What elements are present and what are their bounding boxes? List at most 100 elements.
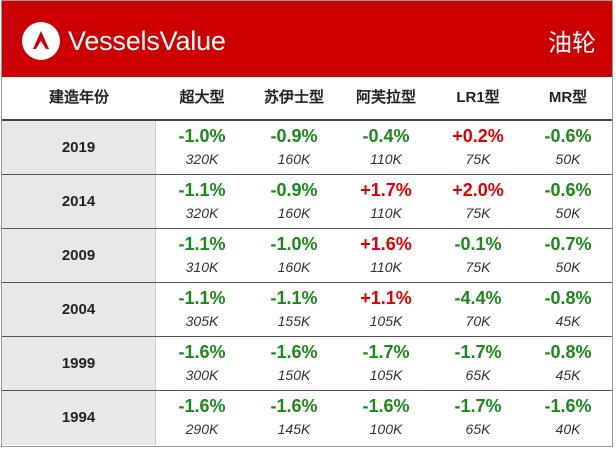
value-cell: -1.7% 65K: [432, 337, 524, 390]
percent-change: -1.6%: [362, 396, 410, 416]
percent-change: -0.4%: [362, 126, 410, 146]
value-cell: -1.7% 105K: [340, 337, 432, 390]
value-price: 300K: [185, 367, 219, 383]
value-price: 150K: [277, 367, 311, 383]
value-cell: -0.8% 45K: [522, 337, 612, 390]
header-lr1: LR1型: [456, 89, 500, 106]
value-cell: -1.6% 100K: [340, 391, 432, 445]
build-year-cell: 2004: [2, 283, 156, 336]
value-price: 65K: [465, 367, 491, 383]
value-price: 305K: [185, 313, 219, 329]
table-header-row: 建造年份 超大型 苏伊士型 阿芙拉型 LR1型 MR型: [2, 77, 612, 121]
value-price: 45K: [555, 313, 581, 329]
percent-change: -1.0%: [178, 126, 226, 146]
percent-change: +0.2%: [452, 126, 504, 146]
value-price: 50K: [555, 259, 581, 275]
value-cell: -1.0% 160K: [248, 229, 340, 282]
value-price: 310K: [185, 259, 219, 275]
percent-change: -1.7%: [454, 396, 502, 416]
percent-change: -0.8%: [544, 342, 592, 362]
value-cell: -1.6% 145K: [248, 391, 340, 445]
value-cell: +1.6% 110K: [340, 229, 432, 282]
percent-change: -1.7%: [454, 342, 502, 362]
value-cell: -0.9% 160K: [248, 175, 340, 228]
percent-change: -1.1%: [270, 288, 318, 308]
build-year-cell: 2009: [2, 229, 156, 282]
table-row: 2009 -1.1% 310K -1.0% 160K +1.6% 110K -0.1% 75K -…: [2, 229, 612, 283]
table-row: 1999 -1.6% 300K -1.6% 150K -1.7% 105K -1.7% 65K -…: [2, 337, 612, 391]
percent-change: -0.9%: [270, 126, 318, 146]
value-price: 160K: [277, 151, 311, 167]
value-cell: +0.2% 75K: [432, 121, 524, 174]
table-row: 2004 -1.1% 305K -1.1% 155K +1.1% 105K -4.4% 70K -…: [2, 283, 612, 337]
value-cell: -1.6% 300K: [156, 337, 248, 390]
value-price: 320K: [185, 205, 219, 221]
value-cell: +1.7% 110K: [340, 175, 432, 228]
value-cell: -1.7% 65K: [432, 391, 524, 445]
value-cell: -1.1% 305K: [156, 283, 248, 336]
table-row: 2014 -1.1% 320K -0.9% 160K +1.7% 110K +2.0% 75K -…: [2, 175, 612, 229]
value-cell: -1.0% 320K: [156, 121, 248, 174]
value-cell: -0.6% 50K: [522, 121, 612, 174]
percent-change: -1.6%: [178, 396, 226, 416]
value-cell: -1.1% 310K: [156, 229, 248, 282]
brand-name: VesselsValue: [68, 25, 226, 56]
header-build-year: 建造年份: [48, 89, 109, 106]
header-vlcc: 超大型: [179, 89, 225, 106]
percent-change: -1.6%: [178, 342, 226, 362]
value-cell: -0.8% 45K: [522, 283, 612, 336]
value-price: 75K: [465, 205, 491, 221]
percent-change: +2.0%: [452, 180, 504, 200]
value-price: 75K: [465, 151, 491, 167]
table-row: 1994 -1.6% 290K -1.6% 145K -1.6% 100K -1.7% 65K -…: [2, 391, 612, 445]
header-suezmax: 苏伊士型: [263, 89, 324, 106]
value-cell: -1.1% 320K: [156, 175, 248, 228]
value-cell: -0.1% 75K: [432, 229, 524, 282]
percent-change: -1.1%: [178, 288, 226, 308]
value-price: 40K: [555, 421, 581, 437]
build-year-cell: 1994: [2, 391, 156, 445]
value-price: 160K: [277, 259, 311, 275]
build-year-cell: 2014: [2, 175, 156, 228]
value-cell: -0.6% 50K: [522, 175, 612, 228]
value-price: 110K: [370, 205, 402, 221]
build-year-cell: 1999: [2, 337, 156, 390]
value-price: 50K: [555, 151, 581, 167]
header-aframax: 阿芙拉型: [355, 89, 416, 106]
value-price: 65K: [465, 421, 491, 437]
value-price: 110K: [370, 151, 402, 167]
vesselsvalue-logo-icon: [22, 22, 60, 60]
value-price: 105K: [369, 313, 403, 329]
value-cell: -4.4% 70K: [432, 283, 524, 336]
percent-change: -1.0%: [270, 234, 318, 254]
percent-change: -0.9%: [270, 180, 318, 200]
percent-change: -1.6%: [544, 396, 592, 416]
percent-change: -1.6%: [270, 342, 318, 362]
percent-change: +1.7%: [360, 180, 412, 200]
percent-change: -0.1%: [454, 234, 502, 254]
build-year-cell: 2019: [2, 121, 156, 174]
percent-change: -1.1%: [178, 180, 226, 200]
percent-change: -1.6%: [270, 396, 318, 416]
value-cell: -0.4% 110K: [340, 121, 432, 174]
percent-change: -0.7%: [544, 234, 592, 254]
value-price: 145K: [277, 421, 311, 437]
value-price: 320K: [185, 151, 219, 167]
value-cell: -0.9% 160K: [248, 121, 340, 174]
value-price: 50K: [555, 205, 581, 221]
value-cell: -1.6% 150K: [248, 337, 340, 390]
percent-change: -0.6%: [544, 180, 592, 200]
value-price: 290K: [185, 421, 219, 437]
value-price: 160K: [277, 205, 311, 221]
vessel-type-title: 油轮: [548, 30, 596, 57]
value-cell: -1.1% 155K: [248, 283, 340, 336]
percent-change: -1.7%: [362, 342, 410, 362]
percent-change: -1.1%: [178, 234, 226, 254]
percent-change: +1.1%: [360, 288, 412, 308]
value-cell: -0.7% 50K: [522, 229, 612, 282]
value-price: 105K: [369, 367, 403, 383]
percent-change: -0.8%: [544, 288, 592, 308]
value-price: 70K: [465, 313, 491, 329]
value-price: 155K: [277, 313, 311, 329]
